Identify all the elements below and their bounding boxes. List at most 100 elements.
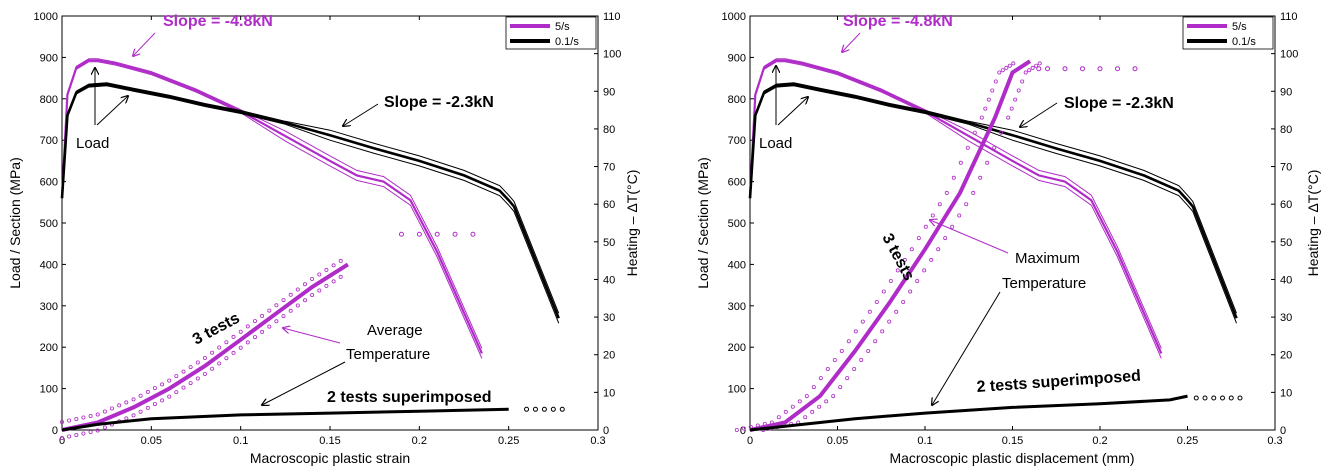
right-series-fast-temperature_points-point (1036, 66, 1042, 72)
left-series-fast-temperature-test-marker (60, 419, 65, 424)
left-series-fast-temperature-test-marker (152, 402, 157, 407)
right-series-fast-temperature-test-marker (881, 289, 886, 294)
right-series-fast-temperature-test-marker (776, 415, 781, 420)
right-series-fast-temperature-test-marker (936, 247, 941, 252)
right-series-fast-temperature-test-marker (957, 213, 962, 218)
left-series-fast-temperature-test-marker (281, 298, 286, 303)
left-load-arrow-right (96, 96, 128, 126)
left-series-slow-temperature_points-point (541, 406, 547, 412)
right-series-fast-temperature-test-marker (997, 70, 1002, 75)
right-plot-frame (749, 15, 1276, 431)
left-plot-frame (61, 15, 599, 431)
left-series-fast-temperature-test-marker (274, 303, 279, 308)
right-series-fast-temperature-test-marker (937, 202, 942, 207)
right-temp-label-line1: Maximum (1015, 250, 1080, 267)
right-y2-tick-label: 100 (1280, 49, 1298, 61)
right-series-fast-temperature-test-marker (867, 309, 872, 314)
left-series-fast-temperature-test-marker (245, 324, 250, 329)
left-y-tick-label: 700 (40, 135, 58, 147)
left-series-fast-temperature-test-marker (160, 398, 165, 403)
left-y-tick-label: 400 (40, 259, 58, 271)
right-series-fast-temperature-test-marker (873, 339, 878, 344)
left-series-slow-temperature_points-point (550, 406, 556, 412)
right-series-fast-temperature-test-marker (803, 415, 808, 420)
right-series-fast-temperature-test-marker (804, 394, 809, 399)
left-series-fast-temperature-test-marker (138, 409, 143, 414)
left-series-fast-temperature-test-marker (281, 314, 286, 319)
right-series-fast-temperature-test-marker (818, 376, 823, 381)
right-series-fast-temperature-test-marker (1016, 88, 1021, 93)
right-series-fast-temperature-test-marker (965, 145, 970, 150)
left-series-fast-temperature-test-marker (88, 413, 93, 418)
left-series-fast-temperature-test-marker (138, 393, 143, 398)
left-y-tick-label: 200 (40, 342, 58, 354)
right-series-fast-temperature-test-marker (985, 160, 990, 165)
right-load-label: Load (759, 135, 792, 152)
right-series-fast-temperature_points-point (1115, 66, 1120, 72)
right-y2-tick-label: 90 (1280, 86, 1292, 98)
left-temp-arrow-black (262, 361, 346, 405)
left-series-fast-temperature-test-marker (288, 292, 293, 297)
left-y-tick-label: 800 (40, 94, 58, 106)
left-series-fast-temperature-test-marker (224, 340, 229, 345)
right-series-fast-temperature-test-marker (860, 319, 865, 324)
left-series-fast-temperature-test-marker (81, 415, 86, 420)
left-legend: 5/s 0.1/s (505, 16, 597, 50)
left-series-slow-temperature-line (61, 407, 509, 432)
right-series-fast-temperature-test-marker (990, 88, 995, 93)
right-series-fast-temperature_points-point (1080, 66, 1085, 72)
left-plot-layer: 0 0.05 0.1 0.15 0.2 0.25 0.3010020030040050060… (34, 11, 622, 447)
right-series-fast-temperature-test-marker (839, 348, 844, 353)
left-series-fast-load-repeat-line (61, 61, 483, 359)
left-slope-fast-label: Slope = -4.8kN (163, 13, 273, 30)
left-y-tick-label: 300 (40, 301, 58, 313)
right-series-slow-temperature_points-point (1237, 395, 1243, 401)
right-series-fast-temperature-test-marker (930, 213, 935, 218)
left-series-fast-temperature-test-marker (324, 283, 329, 288)
left-series-fast-temperature-test-marker (95, 428, 100, 433)
right-y2-tick-label: 30 (1280, 312, 1292, 324)
left-series-slow-temperature_points-point (524, 406, 530, 412)
right-series-fast-temperature-test-marker (958, 160, 963, 165)
right-series-fast-temperature-test-marker (1037, 61, 1042, 66)
left-y2-tick-label: 110 (603, 11, 621, 23)
left-series-fast-temperature-test-marker (231, 350, 236, 355)
right-legend-box (1182, 16, 1274, 50)
left-x-axis-label: Macroscopic plastic strain (250, 450, 410, 466)
left-series-fast-temperature-test-marker (295, 303, 300, 308)
right-series-fast-temperature-test-marker (983, 106, 988, 111)
right-series-fast-temperature-test-marker (1007, 63, 1012, 68)
right-series-fast-temperature-test-marker (979, 115, 984, 120)
right-series-slow-temperature_points-point (1211, 395, 1217, 401)
right-slope-fast-label: Slope = -4.8kN (843, 13, 953, 30)
right-x-tick-label: 0.25 (1177, 435, 1198, 447)
left-y2-tick-label: 100 (603, 49, 621, 61)
right-series-fast-temperature-test-marker (951, 175, 956, 180)
right-series-fast-temperature-test-marker (1034, 63, 1039, 68)
right-y-tick-label: 300 (728, 301, 746, 313)
left-y2-tick-label: 40 (603, 274, 615, 286)
right-series-fast-temperature-test-marker (887, 319, 892, 324)
left-series-fast-temperature-test-marker (145, 389, 150, 394)
left-y2-tick-label: 0 (603, 425, 609, 437)
right-series-fast-temperature-test-marker (923, 224, 928, 229)
left-y2-axis-label: Heating – ΔT(°C) (624, 170, 640, 277)
left-x-tick-label: 0.25 (498, 435, 519, 447)
left-series-fast-temperature-test-marker (81, 431, 86, 436)
right-series-fast-temperature_points-point (1132, 66, 1138, 72)
right-series-fast-temperature-test-marker (852, 366, 857, 371)
left-series-fast-temperature-test-marker (74, 432, 79, 437)
right-temp-arrow-magenta (930, 220, 1009, 254)
left-series-fast-temperature_points-point (434, 231, 440, 237)
right-series-fast-temperature-test-marker (832, 357, 837, 362)
left-series-fast-temperature-test-marker (331, 263, 336, 268)
left-series-fast-temperature-test-marker (217, 345, 222, 350)
left-y-tick-label: 900 (40, 52, 58, 64)
right-series-fast-temperature-test-marker (993, 79, 998, 84)
right-y2-tick-label: 40 (1280, 274, 1292, 286)
left-series-fast-temperature-test-marker (267, 308, 272, 313)
right-series-fast-temperature-test-marker (1030, 65, 1035, 70)
right-series-fast-temperature-test-marker (944, 190, 949, 195)
left-series-fast-temperature-test-marker (174, 390, 179, 395)
